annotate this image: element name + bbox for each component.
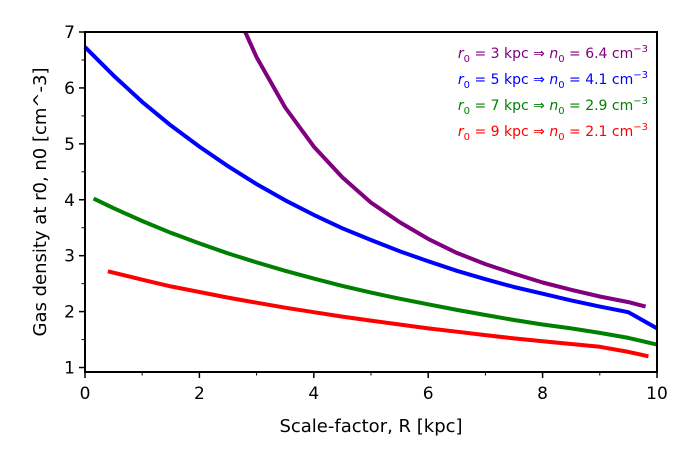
y-tick-label: 4 bbox=[64, 191, 75, 211]
legend-entry-1: r0 = 5 kpc ⇒ n0 = 4.1 cm−3 bbox=[458, 70, 648, 91]
y-tick-label: 1 bbox=[64, 359, 75, 379]
series-line-2 bbox=[92, 196, 658, 347]
y-tick-label: 5 bbox=[64, 135, 75, 155]
x-tick-label: 4 bbox=[308, 384, 319, 404]
legend-entry-3: r0 = 9 kpc ⇒ n0 = 2.1 cm−3 bbox=[458, 122, 648, 143]
y-tick-label: 2 bbox=[64, 303, 75, 323]
y-tick-label: 3 bbox=[64, 247, 75, 267]
series-lines bbox=[83, 31, 658, 359]
series-line-3 bbox=[107, 269, 649, 359]
x-tick-label: 6 bbox=[423, 384, 434, 404]
x-tick-label: 8 bbox=[537, 384, 548, 404]
series-line-1 bbox=[83, 45, 658, 331]
series-line-0 bbox=[243, 31, 647, 309]
x-axis-label: Scale-factor, R [kpc] bbox=[279, 416, 462, 437]
x-tick-label: 2 bbox=[194, 384, 205, 404]
y-tick-label: 7 bbox=[64, 23, 75, 43]
x-tick-label: 0 bbox=[80, 384, 91, 404]
y-tick-label: 6 bbox=[64, 79, 75, 99]
y-axis-label: Gas density at r0, n0 [cm^-3] bbox=[30, 68, 51, 337]
legend: r0 = 3 kpc ⇒ n0 = 6.4 cm−3 r0 = 5 kpc ⇒ n… bbox=[458, 44, 648, 143]
legend-entry-2: r0 = 7 kpc ⇒ n0 = 2.9 cm−3 bbox=[458, 96, 648, 117]
legend-entry-0: r0 = 3 kpc ⇒ n0 = 6.4 cm−3 bbox=[458, 44, 648, 65]
x-tick-label: 10 bbox=[646, 384, 668, 404]
